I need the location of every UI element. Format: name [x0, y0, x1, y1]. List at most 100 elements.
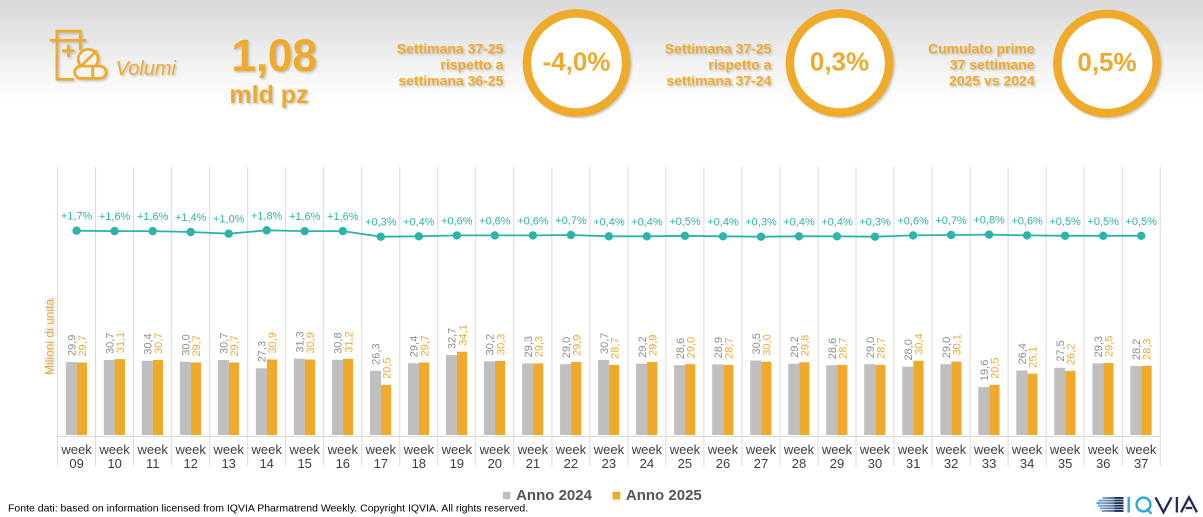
svg-text:settimana 36-25: settimana 36-25 [398, 73, 503, 89]
svg-text:23: 23 [602, 456, 616, 471]
svg-text:week: week [327, 442, 359, 457]
svg-text:week: week [60, 442, 92, 457]
svg-text:Settimana 37-25: Settimana 37-25 [665, 41, 772, 57]
svg-text:35: 35 [1058, 456, 1072, 471]
svg-text:26,4: 26,4 [1017, 343, 1029, 364]
svg-text:16: 16 [336, 456, 350, 471]
svg-text:+0,3%: +0,3% [365, 217, 397, 229]
svg-text:Anno 2024: Anno 2024 [516, 487, 593, 504]
svg-text:24: 24 [640, 456, 654, 471]
svg-text:+0,4%: +0,4% [593, 216, 625, 228]
svg-text:27: 27 [754, 456, 768, 471]
svg-text:28,0: 28,0 [903, 339, 915, 360]
svg-text:34: 34 [1020, 456, 1034, 471]
svg-text:+0,8%: +0,8% [973, 215, 1005, 227]
svg-text:29,2: 29,2 [637, 336, 649, 357]
svg-text:29,0: 29,0 [865, 337, 877, 358]
svg-text:28,3: 28,3 [1142, 338, 1154, 359]
svg-text:26,2: 26,2 [1066, 344, 1078, 365]
svg-text:week: week [859, 442, 891, 457]
svg-text:+0,4%: +0,4% [783, 216, 815, 228]
svg-text:29,3: 29,3 [1093, 336, 1105, 357]
svg-text:37: 37 [1134, 456, 1148, 471]
svg-text:30: 30 [868, 456, 882, 471]
svg-text:19: 19 [450, 456, 464, 471]
svg-text:30,3: 30,3 [495, 334, 507, 355]
svg-text:19,6: 19,6 [979, 360, 991, 381]
svg-text:37 settimane: 37 settimane [950, 57, 1035, 73]
svg-text:+1,4%: +1,4% [175, 212, 207, 224]
svg-text:28,6: 28,6 [675, 338, 687, 359]
svg-text:28,6: 28,6 [827, 338, 839, 359]
svg-text:32: 32 [944, 456, 958, 471]
svg-text:29,7: 29,7 [191, 335, 203, 356]
svg-text:29,0: 29,0 [685, 337, 697, 358]
svg-text:20,5: 20,5 [381, 357, 393, 378]
svg-text:15: 15 [297, 456, 311, 471]
svg-text:29,2: 29,2 [789, 336, 801, 357]
svg-text:+0,4%: +0,4% [403, 216, 435, 228]
svg-text:34,1: 34,1 [457, 324, 469, 345]
svg-text:week: week [213, 442, 245, 457]
svg-text:week: week [897, 442, 929, 457]
svg-text:Fonte dati: based on informati: Fonte dati: based on information license… [8, 503, 528, 515]
svg-text:week: week [745, 442, 777, 457]
svg-text:week: week [973, 442, 1005, 457]
svg-text:25,1: 25,1 [1028, 346, 1040, 367]
svg-text:11: 11 [146, 456, 160, 471]
svg-text:28,9: 28,9 [713, 337, 725, 358]
svg-text:10: 10 [107, 456, 121, 471]
svg-text:week: week [669, 442, 701, 457]
svg-text:28,7: 28,7 [876, 337, 888, 358]
svg-text:week: week [1087, 442, 1119, 457]
svg-text:week: week [783, 442, 815, 457]
svg-text:week: week [441, 442, 473, 457]
svg-text:week: week [1125, 442, 1157, 457]
svg-text:week: week [1049, 442, 1081, 457]
svg-text:30,4: 30,4 [914, 333, 926, 354]
svg-text:week: week [479, 442, 511, 457]
svg-text:week: week [1011, 442, 1043, 457]
svg-text:26,3: 26,3 [371, 343, 383, 364]
svg-text:31: 31 [906, 456, 920, 471]
svg-text:30,1: 30,1 [952, 334, 964, 355]
svg-text:29,9: 29,9 [67, 335, 79, 356]
svg-text:+0,3%: +0,3% [859, 217, 891, 229]
svg-text:33: 33 [982, 456, 996, 471]
svg-text:30,9: 30,9 [305, 332, 317, 353]
svg-text:week: week [175, 442, 207, 457]
svg-text:+0,3%: +0,3% [745, 217, 777, 229]
svg-text:+0,5%: +0,5% [669, 216, 701, 228]
svg-text:+0,6%: +0,6% [479, 215, 511, 227]
svg-text:+0,6%: +0,6% [897, 215, 929, 227]
svg-text:29,9: 29,9 [571, 335, 583, 356]
svg-text:1,08: 1,08 [231, 30, 317, 81]
svg-text:Anno 2025: Anno 2025 [626, 487, 702, 504]
svg-text:22: 22 [564, 456, 578, 471]
svg-text:+1,6%: +1,6% [99, 211, 131, 223]
svg-text:29,0: 29,0 [941, 337, 953, 358]
svg-text:18: 18 [412, 456, 426, 471]
svg-text:29,7: 29,7 [229, 335, 241, 356]
svg-text:+1,6%: +1,6% [327, 211, 359, 223]
svg-text:week: week [593, 442, 625, 457]
svg-text:week: week [517, 442, 549, 457]
svg-text:+0,7%: +0,7% [935, 215, 967, 227]
svg-text:29,0: 29,0 [561, 337, 573, 358]
svg-text:Settimana 37-25: Settimana 37-25 [397, 41, 504, 57]
svg-text:31,1: 31,1 [115, 332, 127, 353]
svg-text:+0,6%: +0,6% [1011, 215, 1043, 227]
svg-text:+1,6%: +1,6% [289, 211, 321, 223]
svg-text:29,5: 29,5 [1104, 336, 1116, 357]
svg-text:30,7: 30,7 [599, 333, 611, 354]
svg-text:0,3%: 0,3% [810, 47, 869, 77]
svg-text:29: 29 [830, 456, 844, 471]
svg-text:2025 vs 2024: 2025 vs 2024 [949, 73, 1035, 89]
svg-text:+0,4%: +0,4% [821, 216, 853, 228]
svg-text:28,2: 28,2 [1131, 339, 1143, 360]
svg-text:26: 26 [716, 456, 730, 471]
svg-text:week: week [403, 442, 435, 457]
svg-text:+0,4%: +0,4% [707, 216, 739, 228]
svg-text:31,2: 31,2 [343, 331, 355, 352]
svg-text:30,2: 30,2 [485, 334, 497, 355]
